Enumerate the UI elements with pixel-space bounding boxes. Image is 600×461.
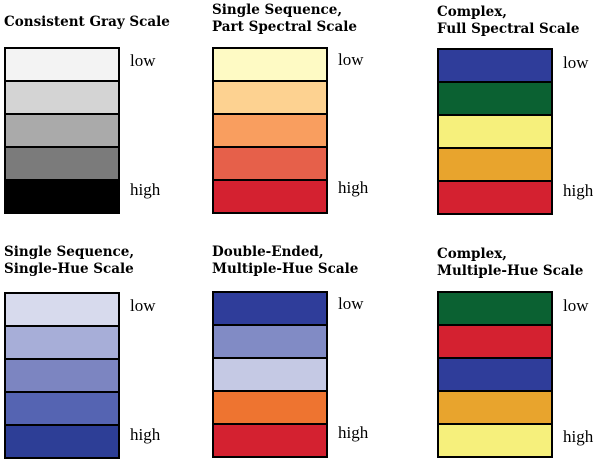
color-scale [212,47,328,214]
color-scale [4,47,120,214]
color-swatch [6,327,118,360]
panel-title: Complex, Full Spectral Scale [437,4,580,37]
low-label: low [563,296,589,315]
color-swatch [439,116,551,149]
panel-full-spectral: Complex, Full Spectral Scale low high [437,4,600,219]
color-swatch [439,326,551,359]
panel-title: Single Sequence, Part Spectral Scale [212,2,357,35]
color-swatch [439,293,551,326]
color-scale [4,292,120,459]
color-swatch [214,326,326,359]
color-swatch [214,425,326,456]
color-scale [212,291,328,458]
high-label: high [130,180,161,199]
color-swatch [6,82,118,115]
color-swatch [214,359,326,392]
high-label: high [563,427,594,446]
color-swatch [439,425,551,456]
low-label: low [338,294,364,313]
color-swatch [6,360,118,393]
color-swatch [439,50,551,83]
color-swatch [6,426,118,457]
color-swatch [6,115,118,148]
low-label: low [130,51,156,70]
high-label: high [338,178,369,197]
color-scale [437,48,553,215]
color-swatch [6,49,118,82]
color-swatch [439,392,551,425]
panel-single-hue: Single Sequence, Single-Hue Scale low hi… [4,244,194,459]
panel-title: Single Sequence, Single-Hue Scale [4,244,135,277]
color-swatch [6,393,118,426]
color-swatch [214,392,326,425]
color-swatch [439,149,551,182]
panel-title: Double-Ended, Multiple-Hue Scale [212,244,359,277]
color-swatch [6,294,118,327]
color-swatch [214,82,326,115]
color-swatch [439,83,551,116]
panel-complex-multi-hue: Complex, Multiple-Hue Scale low high [437,246,600,461]
color-swatch [214,115,326,148]
panel-part-spectral: Single Sequence, Part Spectral Scale low… [212,2,402,217]
low-label: low [130,296,156,315]
high-label: high [563,181,594,200]
color-swatch [214,293,326,326]
low-label: low [563,53,589,72]
color-scale [437,291,553,458]
low-label: low [338,50,364,69]
high-label: high [338,423,369,442]
panel-title: Complex, Multiple-Hue Scale [437,246,584,279]
color-swatch [214,49,326,82]
panel-double-ended: Double-Ended, Multiple-Hue Scale low hig… [212,244,402,459]
color-swatch [214,148,326,181]
color-swatch [6,181,118,212]
color-swatch [214,181,326,212]
color-swatch [439,359,551,392]
panel-consistent-gray: Consistent Gray Scale low high [4,14,194,229]
color-swatch [6,148,118,181]
panel-title: Consistent Gray Scale [4,14,170,30]
high-label: high [130,425,161,444]
color-swatch [439,182,551,213]
